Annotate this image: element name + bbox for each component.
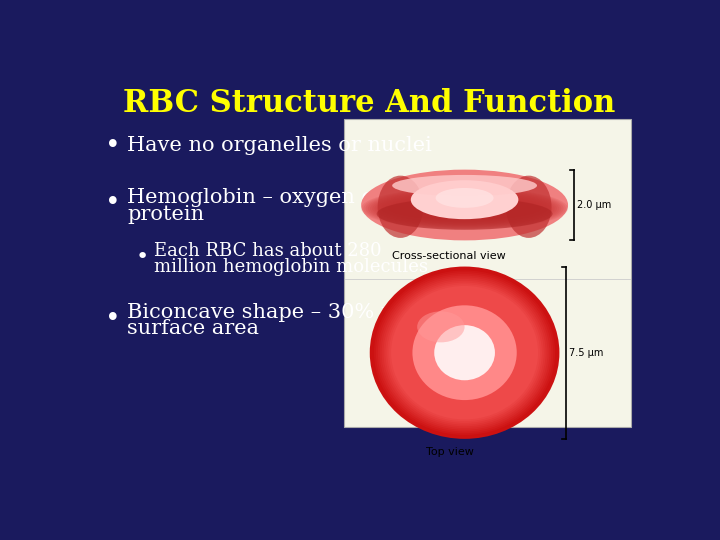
Ellipse shape	[392, 198, 537, 219]
Ellipse shape	[361, 170, 568, 240]
Ellipse shape	[417, 312, 464, 342]
Ellipse shape	[413, 305, 517, 400]
Text: Each RBC has about 280: Each RBC has about 280	[153, 242, 381, 260]
Ellipse shape	[390, 284, 540, 421]
Ellipse shape	[377, 193, 552, 225]
Text: Have no organelles or nuclei: Have no organelles or nuclei	[127, 136, 432, 155]
Ellipse shape	[381, 194, 548, 223]
Ellipse shape	[379, 275, 549, 430]
Ellipse shape	[388, 197, 541, 221]
Ellipse shape	[361, 187, 568, 230]
Ellipse shape	[384, 279, 546, 427]
Ellipse shape	[378, 274, 552, 431]
FancyBboxPatch shape	[344, 119, 631, 427]
Ellipse shape	[392, 175, 537, 196]
Ellipse shape	[370, 190, 559, 227]
Text: •: •	[105, 306, 121, 332]
Text: •: •	[136, 247, 149, 267]
Text: million hemoglobin molecules: million hemoglobin molecules	[153, 258, 428, 276]
Text: RBC Structure And Function: RBC Structure And Function	[123, 88, 615, 119]
Ellipse shape	[390, 197, 539, 220]
Ellipse shape	[391, 286, 538, 420]
Text: Top view: Top view	[426, 447, 474, 456]
Ellipse shape	[366, 189, 564, 228]
Ellipse shape	[372, 191, 557, 226]
Text: surface area: surface area	[127, 320, 259, 339]
Text: 7.5 μm: 7.5 μm	[569, 348, 603, 357]
Text: Biconcave shape – 30% more: Biconcave shape – 30% more	[127, 303, 436, 322]
Text: protein: protein	[127, 205, 204, 225]
Text: •: •	[105, 133, 121, 159]
Ellipse shape	[377, 198, 552, 230]
Text: •: •	[105, 191, 121, 217]
Ellipse shape	[376, 272, 553, 433]
Ellipse shape	[385, 195, 544, 221]
Ellipse shape	[374, 192, 554, 225]
Ellipse shape	[411, 180, 518, 219]
Ellipse shape	[364, 188, 566, 229]
Ellipse shape	[378, 176, 423, 238]
Ellipse shape	[506, 176, 552, 238]
Ellipse shape	[387, 282, 542, 423]
Ellipse shape	[374, 271, 555, 435]
Ellipse shape	[370, 267, 559, 439]
Text: Hemoglobin – oxygen carrying: Hemoglobin – oxygen carrying	[127, 188, 451, 207]
Ellipse shape	[382, 278, 548, 428]
Ellipse shape	[368, 190, 562, 227]
Text: 2.0 μm: 2.0 μm	[577, 200, 611, 210]
Ellipse shape	[436, 188, 493, 208]
Ellipse shape	[379, 193, 550, 224]
Ellipse shape	[434, 325, 495, 380]
Ellipse shape	[385, 281, 544, 424]
Text: Cross-sectional view: Cross-sectional view	[392, 251, 506, 261]
Ellipse shape	[383, 195, 546, 222]
